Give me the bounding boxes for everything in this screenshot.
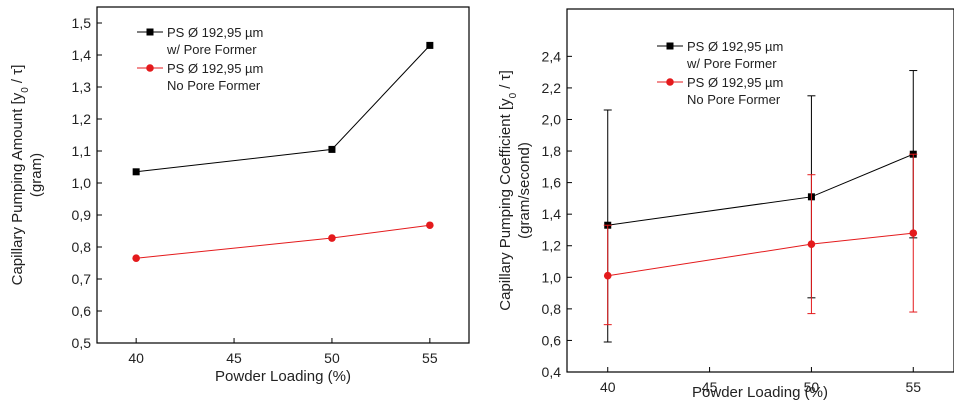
data-point <box>132 168 140 176</box>
chart-2: 0,4 0,6 0,8 1,0 1,2 1,4 1,6 1,8 2,0 2,2 2,4 40 45 50 5… <box>497 8 954 401</box>
x-axis-label: Powder Loading (%) <box>692 384 828 401</box>
y-tick-label: 1,6 <box>542 175 562 191</box>
legend-label-line1: PS Ø 192,95 µm <box>167 25 263 40</box>
y-tick-label: 2,2 <box>542 80 562 96</box>
legend-label-line2: No Pore Former <box>687 92 781 107</box>
y-tick-label: 2,4 <box>542 48 562 64</box>
y-tick-label: 0,9 <box>72 207 92 223</box>
series-line <box>136 224 430 259</box>
plot-frame <box>96 6 470 344</box>
x-tick-label: 50 <box>324 350 340 366</box>
data-point <box>426 221 434 230</box>
y-tick-label: 1,2 <box>72 111 92 127</box>
legend-label-line1: PS Ø 192,95 µm <box>167 61 263 76</box>
y-tick-label: 0,4 <box>542 364 562 380</box>
x-tick-label: 45 <box>226 350 242 366</box>
legend-label-line1: PS Ø 192,95 µm <box>687 75 783 90</box>
y-axis-label-end: / τ] <box>9 65 26 88</box>
y-tick-label: 1,4 <box>72 47 92 63</box>
y-axis-label-line1: Capillary Pumping Coefficient [y <box>497 98 514 311</box>
y-tick-label: 2,0 <box>542 111 562 127</box>
data-point <box>328 234 336 242</box>
y-tick-label: 0,8 <box>542 301 562 317</box>
y-tick-label: 0,5 <box>72 335 92 351</box>
y-tick-label: 1,0 <box>542 269 562 285</box>
y-axis-label-sub: 0 <box>20 87 31 93</box>
legend-marker <box>146 64 154 72</box>
y-tick-label: 0,8 <box>72 239 92 255</box>
legend-label-line2: No Pore Former <box>167 78 261 93</box>
data-point <box>807 240 816 248</box>
legend: PS Ø 192,95 µm w/ Pore Former PS Ø 192,95 … <box>137 25 263 93</box>
data-point <box>909 229 918 237</box>
data-point <box>132 254 140 262</box>
legend-marker <box>146 28 154 36</box>
data-point <box>328 145 336 153</box>
x-tick-label: 50 <box>804 379 820 395</box>
y-tick-label: 1,8 <box>542 143 562 159</box>
y-tick-label: 1,1 <box>72 143 92 159</box>
x-tick-label: 45 <box>702 379 718 395</box>
x-tick-label: 55 <box>422 350 438 366</box>
y-axis-label: Capillary Pumping Amount [y0 / τ] <box>9 65 31 286</box>
series-2 <box>603 153 918 326</box>
y-tick-label: 1,3 <box>72 79 92 95</box>
y-axis-label-line2: (gram) <box>28 153 45 197</box>
series-line <box>607 153 914 226</box>
y-axis-label-line2: (gram/second) <box>516 142 533 239</box>
x-tick-label: 55 <box>905 379 921 395</box>
legend-marker <box>666 78 674 86</box>
y-tick-label: 1,0 <box>72 175 92 191</box>
y-tick-label: 1,2 <box>542 238 562 254</box>
y-tick-label: 0,7 <box>72 271 92 287</box>
series-line <box>607 232 914 277</box>
y-tick-label: 1,5 <box>72 15 92 31</box>
y-axis-label-end: / τ] <box>497 70 514 93</box>
chart-1: 0,5 0,6 0,7 0,8 0,9 1,0 1,1 1,2 1,3 1,4 1,5 40 45 50 5… <box>9 6 470 385</box>
y-tick-label: 1,4 <box>542 206 562 222</box>
x-axis-label: Powder Loading (%) <box>215 368 351 385</box>
legend-label-line2: w/ Pore Former <box>166 42 257 57</box>
plot-frame <box>566 8 954 373</box>
x-tick-label: 40 <box>128 350 144 366</box>
y-tick-label: 0,6 <box>542 332 562 348</box>
series-1 <box>603 70 918 343</box>
legend: PS Ø 192,95 µm w/ Pore Former PS Ø 192,95 … <box>657 39 783 107</box>
y-axis-label-line1: Capillary Pumping Amount [y <box>9 92 26 285</box>
y-axis-label: Capillary Pumping Coefficient [y0 / τ] <box>497 70 519 311</box>
y-tick-label: 0,6 <box>72 303 92 319</box>
y-axis-label-sub: 0 <box>508 92 519 98</box>
x-tick-label: 40 <box>600 379 616 395</box>
data-point <box>603 271 612 280</box>
legend-label-line1: PS Ø 192,95 µm <box>687 39 783 54</box>
legend-marker <box>666 42 674 50</box>
series-1 <box>132 41 434 176</box>
series-2 <box>132 221 434 262</box>
legend-label-line2: w/ Pore Former <box>686 56 777 71</box>
data-point <box>426 41 434 49</box>
